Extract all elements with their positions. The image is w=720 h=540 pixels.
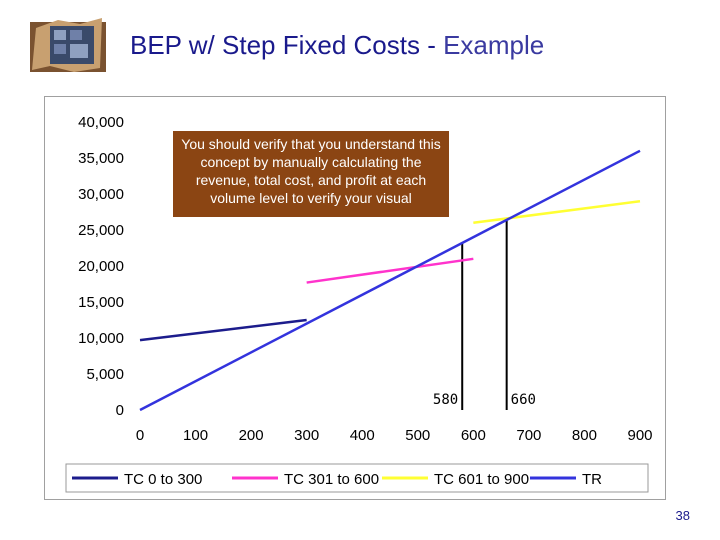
legend-label: TC 0 to 300 — [124, 471, 202, 488]
x-tick-label: 200 — [239, 427, 264, 444]
x-tick-label: 600 — [461, 427, 486, 444]
callout-box: You should verify that you understand th… — [173, 131, 449, 217]
y-tick-label: 0 — [116, 402, 124, 419]
x-tick-label: 700 — [516, 427, 541, 444]
series-line — [139, 318, 307, 342]
y-tick-label: 25,000 — [78, 222, 124, 239]
x-tick-label: 300 — [294, 427, 319, 444]
series-line — [473, 199, 641, 225]
series-line — [139, 149, 641, 412]
legend-label: TC 601 to 900 — [434, 471, 529, 488]
slide-title: BEP w/ Step Fixed Costs - Example — [130, 30, 544, 61]
legend-label: TR — [582, 471, 602, 488]
y-tick-label: 20,000 — [78, 258, 124, 275]
x-tick-label: 500 — [405, 427, 430, 444]
legend-label: TC 301 to 600 — [284, 471, 379, 488]
slide-title-accent: Example — [443, 30, 545, 60]
x-tick-label: 0 — [136, 427, 144, 444]
marker-label: 580 — [433, 392, 458, 408]
series-line — [306, 257, 474, 284]
y-tick-label: 10,000 — [78, 330, 124, 347]
logo — [30, 14, 108, 74]
callout-text: You should verify that you understand th… — [181, 136, 441, 206]
y-tick-label: 35,000 — [78, 150, 124, 167]
x-tick-label: 800 — [572, 427, 597, 444]
y-tick-label: 30,000 — [78, 186, 124, 203]
y-tick-label: 5,000 — [86, 366, 124, 383]
slide-title-main: BEP w/ Step Fixed Costs - — [130, 30, 444, 60]
x-tick-label: 900 — [627, 427, 652, 444]
x-tick-label: 100 — [183, 427, 208, 444]
page-number: 38 — [675, 508, 690, 523]
x-tick-label: 400 — [350, 427, 375, 444]
y-tick-label: 40,000 — [78, 114, 124, 131]
y-tick-label: 15,000 — [78, 294, 124, 311]
marker-label: 660 — [511, 392, 536, 408]
